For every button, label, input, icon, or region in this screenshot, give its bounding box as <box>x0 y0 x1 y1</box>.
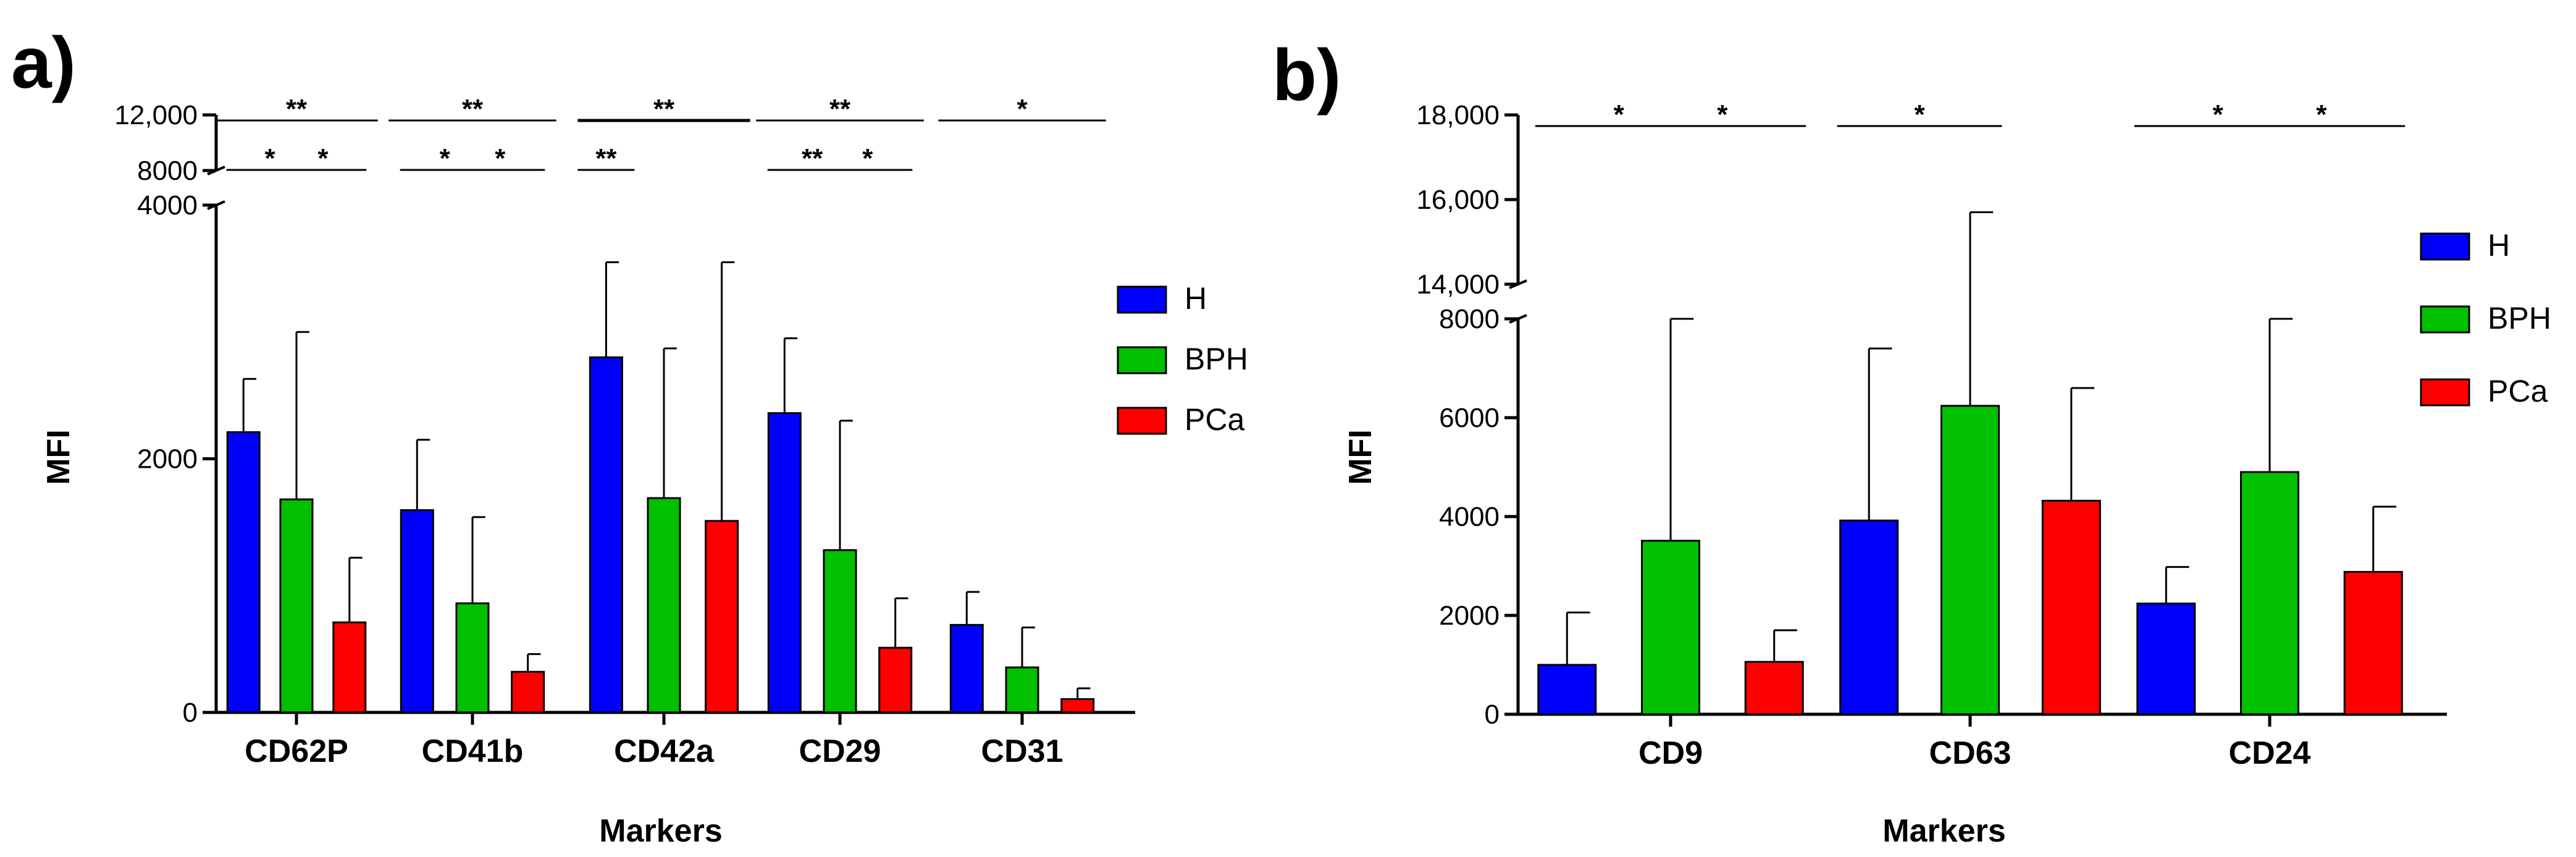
panel-b-significance-label: * <box>1614 99 1625 130</box>
panel-b-significance-label: * <box>2213 99 2224 130</box>
panel-b-y-tick-label: 0 <box>1485 699 1500 730</box>
panel-a-legend-swatch-pca <box>1117 407 1167 435</box>
panel-a-y-tick-label: 0 <box>183 698 198 728</box>
panel-a-significance-label: ** <box>802 143 823 174</box>
panel-a-category-label: CD31 <box>981 733 1064 769</box>
panel-a-category-label: CD41b <box>422 733 524 769</box>
panel-b-y-tick-label: 8000 <box>1439 304 1500 334</box>
panel-a-category-label: CD42a <box>614 733 715 769</box>
panel-b-bar-pca-cd9 <box>1744 661 1804 716</box>
panel-b-y-tick-label: 18,000 <box>1416 100 1500 130</box>
panel-b-category-label: CD9 <box>1638 735 1703 771</box>
panel-a-significance-label: * <box>862 143 873 174</box>
panel-a-bar-pca-cd42a <box>705 520 739 714</box>
panel-b-label: b) <box>1272 35 1341 116</box>
panel-b-bar-h-cd9 <box>1537 664 1597 716</box>
panel-b-y-tick-label: 4000 <box>1439 502 1500 532</box>
panel-a-significance-label: ** <box>286 94 308 124</box>
panel-a-bar-bph-cd42a <box>647 497 681 714</box>
panel-b-legend-swatch-h <box>2420 232 2470 261</box>
panel-b-bar-pca-cd63 <box>2041 499 2101 716</box>
panel-b: b) MFI Markers 0 2000 4000 6000 8000 14,000 16… <box>1272 35 2551 849</box>
panel-a-legend-swatch-bph <box>1117 346 1167 374</box>
panel-b-legend-label-h: H <box>2488 228 2510 263</box>
panel-a-legend-swatch-h <box>1117 285 1167 314</box>
panel-a-bar-h-cd42a <box>589 356 623 714</box>
panel-b-y-tick-label: 16,000 <box>1416 185 1500 215</box>
panel-a: a) MFI Markers 0 2000 4000 8000 12,000 CD62P C… <box>11 22 1248 849</box>
panel-a-bar-bph-cd31 <box>1005 666 1039 714</box>
panel-b-bar-pca-cd24 <box>2343 571 2403 716</box>
panel-a-significance-label: ** <box>595 143 617 174</box>
panel-a-legend-label-h: H <box>1185 281 1207 316</box>
panel-a-significance-label: * <box>495 143 506 174</box>
panel-a-bar-bph-cd62p <box>279 498 314 714</box>
panel-a-legend-label-bph: BPH <box>1185 342 1248 376</box>
panel-a-bar-h-cd41b <box>400 509 434 714</box>
panel-a-bar-pca-cd31 <box>1060 698 1095 714</box>
panel-a-significance-label: ** <box>653 94 675 124</box>
panel-a-bar-bph-cd29 <box>823 549 857 714</box>
panel-a-significance-label: * <box>440 143 451 174</box>
panel-a-bar-bph-cd41b <box>455 602 490 714</box>
panel-b-legend: H BPH PCa <box>2420 228 2551 408</box>
panel-b-category-label: CD24 <box>2229 735 2311 771</box>
panel-a-category-label: CD29 <box>799 733 881 769</box>
panel-a-label: a) <box>11 22 76 104</box>
panel-b-legend-swatch-pca <box>2420 378 2470 407</box>
panel-b-bar-bph-cd24 <box>2240 471 2299 716</box>
panel-a-bar-h-cd31 <box>949 623 984 714</box>
panel-a-bar-pca-cd62p <box>332 621 367 714</box>
panel-a-y-tick-label: 8000 <box>137 156 198 186</box>
panel-b-x-title: Markers <box>1882 813 2005 849</box>
panel-a-significance-label: ** <box>829 94 851 124</box>
panel-b-significance-label: * <box>1717 99 1728 130</box>
panel-b-bar-h-cd24 <box>2136 602 2196 716</box>
panel-a-bar-h-cd62p <box>226 431 261 714</box>
panel-a-y-title: MFI <box>41 429 77 485</box>
panel-b-legend-label-bph: BPH <box>2488 301 2551 336</box>
panel-a-plot: 0 2000 4000 8000 12,000 CD62P CD41b CD42a CD29 CD… <box>114 94 1135 769</box>
panel-a-bar-h-cd29 <box>767 412 802 714</box>
panel-a-bar-pca-cd41b <box>511 670 545 714</box>
panel-a-significance-label: * <box>1017 94 1028 124</box>
panel-b-legend-label-pca: PCa <box>2488 374 2548 408</box>
panel-a-significance-label: * <box>317 143 329 174</box>
panel-a-bar-pca-cd29 <box>878 646 913 714</box>
panel-b-plot: 0 2000 4000 6000 8000 14,000 16,000 18,000 CD9 CD… <box>1416 99 2447 771</box>
panel-a-legend-label-pca: PCa <box>1185 402 1244 437</box>
panel-b-legend-swatch-bph <box>2420 305 2470 334</box>
panel-b-significance-label: * <box>2316 99 2327 130</box>
panel-a-y-tick-label: 4000 <box>137 190 198 221</box>
panel-b-bar-bph-cd63 <box>1940 405 2000 716</box>
panel-b-y-tick-label: 14,000 <box>1416 269 1500 300</box>
panel-a-significance-label: ** <box>462 94 484 124</box>
panel-b-y-tick-label: 6000 <box>1439 403 1500 433</box>
panel-a-y-tick-label: 12,000 <box>114 100 198 130</box>
panel-b-y-title: MFI <box>1343 429 1378 485</box>
panel-b-significance-label: * <box>1915 99 1926 130</box>
panel-b-y-tick-label: 2000 <box>1439 601 1500 631</box>
panel-a-significance-label: * <box>265 143 276 174</box>
panel-b-bar-bph-cd9 <box>1641 539 1700 716</box>
panel-b-category-label: CD63 <box>1929 735 2012 771</box>
panel-a-y-tick-label: 2000 <box>137 444 198 475</box>
panel-a-category-label: CD62P <box>245 733 348 769</box>
panel-a-x-title: Markers <box>599 813 722 849</box>
panel-a-legend: H BPH PCa <box>1117 281 1248 437</box>
panel-b-bar-h-cd63 <box>1839 519 1899 716</box>
